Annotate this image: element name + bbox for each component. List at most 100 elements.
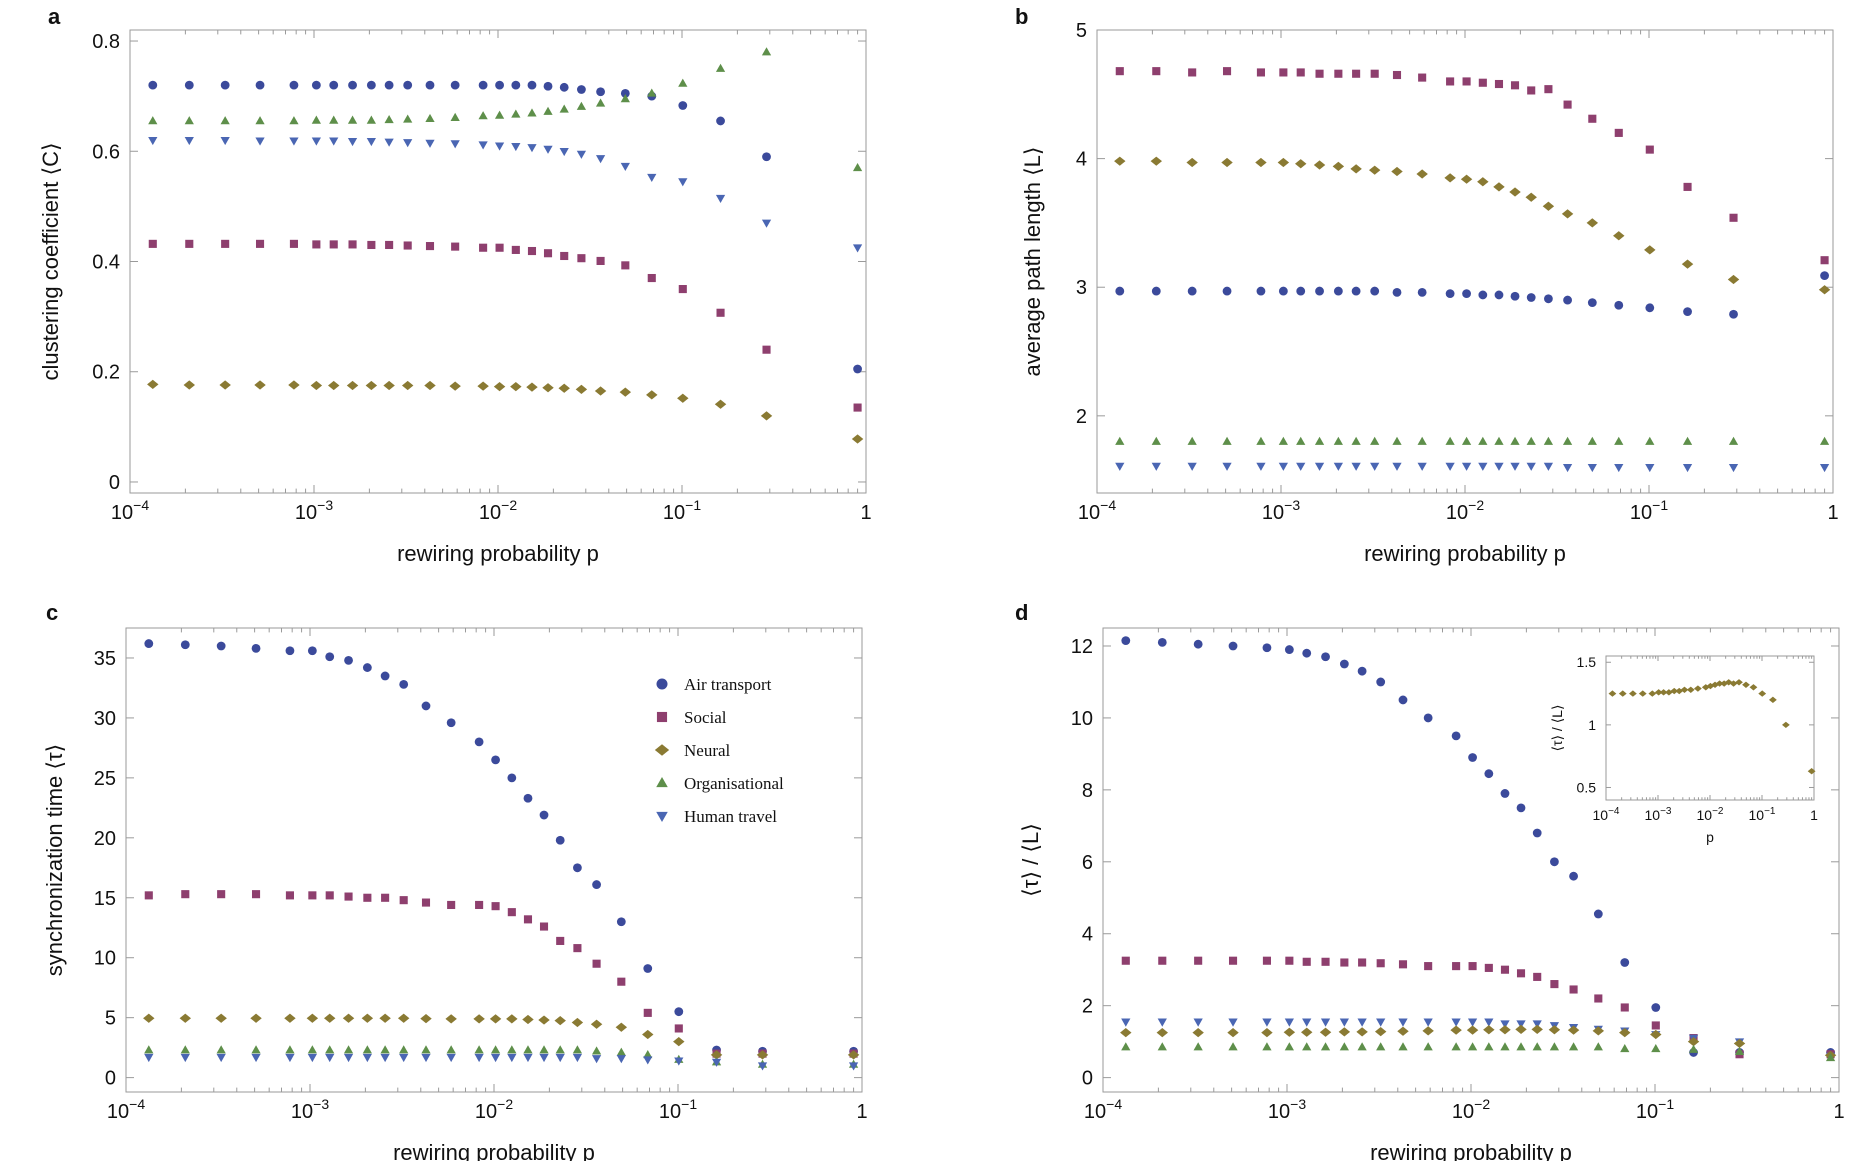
- data-point: [542, 383, 554, 393]
- data-point: [1451, 1018, 1461, 1027]
- data-point: [1651, 1043, 1661, 1053]
- data-point: [473, 1014, 485, 1024]
- data-point: [1370, 69, 1379, 78]
- data-point: [493, 382, 506, 392]
- data-point: [490, 1053, 501, 1063]
- data-point: [1278, 436, 1288, 445]
- data-point: [1525, 192, 1537, 202]
- data-point: [543, 81, 553, 91]
- panel-label: d: [1015, 600, 1028, 625]
- x-tick-base: 10: [1446, 502, 1468, 524]
- data-point: [1807, 768, 1816, 775]
- panel-label: a: [48, 4, 61, 29]
- plot-frame: [1096, 29, 1834, 494]
- x-tick-exponent: −1: [1658, 1096, 1674, 1112]
- data-point: [1193, 1018, 1203, 1027]
- data-point: [1284, 1018, 1294, 1027]
- legend-label-air_transport: Air transport: [684, 675, 772, 694]
- y-tick-label: 20: [94, 828, 116, 850]
- data-point: [474, 1053, 484, 1063]
- data-point: [425, 113, 435, 123]
- data-point: [1484, 1018, 1494, 1027]
- data-point: [1357, 666, 1367, 676]
- panel-d_inset: 10−4 10−3 10−2 10−1 10.511.5p⟨τ⟩ / ⟨L⟩: [1549, 654, 1818, 845]
- y-tick-label: 0.2: [92, 362, 120, 384]
- data-point: [1693, 685, 1702, 692]
- data-point: [219, 380, 231, 390]
- data-point: [1820, 271, 1829, 281]
- inset-background: [1606, 656, 1814, 800]
- data-point: [148, 239, 157, 248]
- data-point: [1333, 286, 1343, 296]
- x-tick-base: 10: [1452, 1101, 1474, 1123]
- data-point: [1339, 1042, 1349, 1051]
- data-point: [1478, 78, 1487, 87]
- data-point: [1228, 956, 1238, 965]
- data-point: [1451, 1042, 1461, 1051]
- data-point: [329, 240, 338, 249]
- x-tick-exponent: −2: [1712, 806, 1724, 817]
- data-point: [760, 411, 773, 421]
- data-point: [347, 138, 358, 147]
- data-point: [1594, 994, 1603, 1003]
- x-tick-base: 10: [1630, 502, 1652, 524]
- data-point: [1819, 436, 1830, 445]
- data-point: [306, 1013, 319, 1023]
- data-point: [1494, 290, 1504, 300]
- y-tick-label: 30: [94, 708, 116, 730]
- data-point: [1115, 286, 1125, 296]
- data-point: [478, 111, 488, 120]
- legend-marker-air_transport: [656, 678, 668, 690]
- x-tick-label: 10−2: [479, 497, 517, 524]
- data-point: [596, 87, 605, 97]
- data-point: [527, 246, 537, 256]
- data-point: [312, 240, 321, 249]
- series-social: [148, 239, 862, 412]
- x-tick-label: 10−4: [1084, 1096, 1122, 1123]
- data-point: [1352, 69, 1361, 78]
- data-point: [1819, 463, 1830, 473]
- data-point: [421, 701, 431, 711]
- data-point: [1729, 680, 1738, 687]
- data-point: [1295, 159, 1307, 169]
- data-point: [1548, 1025, 1561, 1035]
- data-point: [1742, 681, 1750, 688]
- x-tick-label: 10−1: [1749, 806, 1776, 823]
- data-point: [250, 1013, 262, 1023]
- data-point: [308, 891, 317, 900]
- data-point: [1187, 286, 1197, 296]
- data-point: [1644, 245, 1656, 255]
- data-point: [1494, 79, 1504, 89]
- data-point: [1120, 1028, 1132, 1038]
- data-point: [1339, 659, 1349, 669]
- series-neural: [143, 1013, 860, 1060]
- data-point: [1227, 1028, 1239, 1038]
- data-point: [1422, 1026, 1434, 1036]
- data-point: [1187, 462, 1197, 471]
- data-point: [220, 136, 230, 146]
- data-point: [1296, 286, 1306, 296]
- panel-label: b: [1015, 4, 1028, 29]
- data-point: [289, 80, 299, 90]
- data-point: [384, 138, 394, 147]
- x-tick-base: 10: [1636, 1101, 1658, 1123]
- x-tick-base: 10: [1262, 502, 1284, 524]
- data-point: [620, 94, 630, 103]
- y-tick-label: 1.5: [1577, 654, 1597, 670]
- data-point: [1444, 173, 1456, 183]
- data-point: [1593, 909, 1603, 919]
- data-point: [425, 139, 435, 148]
- data-point: [147, 379, 159, 390]
- data-point: [853, 364, 862, 374]
- data-point: [848, 1062, 859, 1071]
- data-point: [1543, 436, 1554, 445]
- y-tick-label: 6: [1082, 852, 1093, 874]
- data-point: [366, 115, 376, 124]
- data-point: [1568, 1042, 1579, 1051]
- data-point: [1483, 1025, 1495, 1035]
- data-point: [1681, 259, 1694, 269]
- data-point: [1620, 958, 1630, 967]
- series-human_travel: [1115, 462, 1830, 473]
- x-tick-label: 10−2: [1446, 497, 1484, 524]
- data-point: [449, 381, 461, 391]
